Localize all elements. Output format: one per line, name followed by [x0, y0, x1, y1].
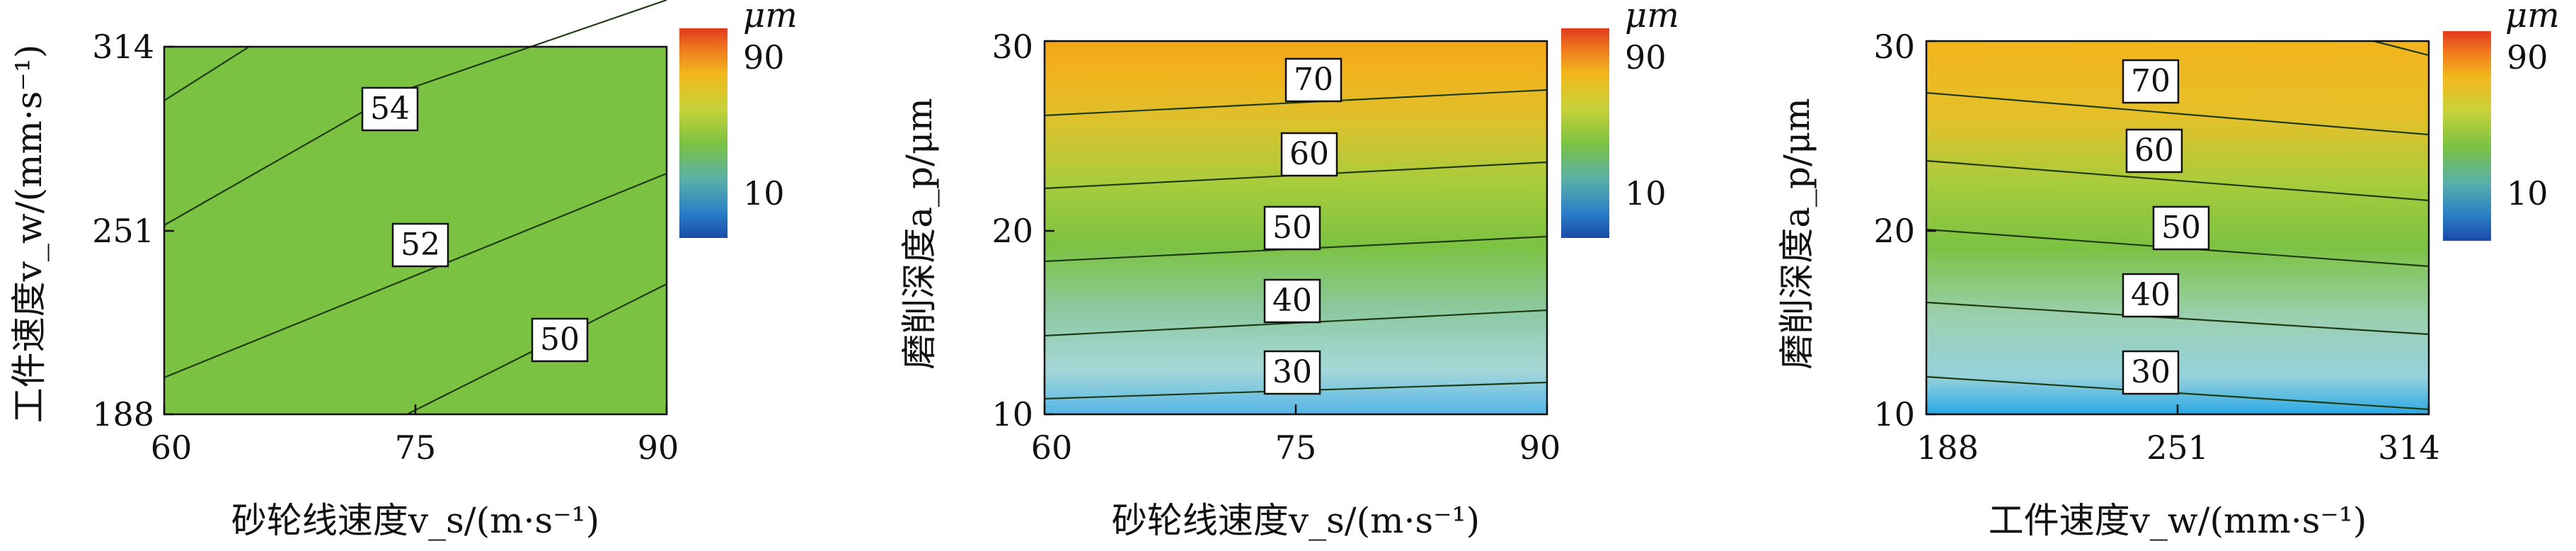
panel-2: 70 60 50 40 30 30 20 10 60 75 90 砂轮线速度v_… — [899, 0, 1679, 541]
y-tick: 188 — [92, 395, 154, 433]
y-tick: 20 — [991, 212, 1033, 250]
svg-text:40: 40 — [2131, 277, 2170, 313]
svg-text:70: 70 — [2131, 63, 2170, 99]
x-axis-title: 工件速度v_w/(mm·s⁻¹) — [1989, 500, 2367, 541]
colorbar: μm 90 10 — [2443, 0, 2560, 241]
y-tick: 10 — [1873, 395, 1915, 433]
x-tick: 75 — [1275, 428, 1317, 467]
x-tick: 314 — [2378, 428, 2440, 467]
svg-text:50: 50 — [540, 322, 580, 358]
tick-marks — [163, 45, 668, 416]
x-tick: 188 — [1916, 428, 1979, 467]
y-axis-title: 工件速度v_w/(mm·s⁻¹) — [8, 45, 50, 424]
x-tick: 60 — [1031, 428, 1073, 467]
svg-text:30: 30 — [1272, 354, 1312, 390]
colorbar-tick: 10 — [743, 174, 785, 212]
colorbar-unit: μm — [743, 0, 798, 35]
contour-label: 60 — [2125, 128, 2183, 174]
x-tick: 75 — [395, 428, 437, 467]
x-axis-title: 砂轮线速度v_s/(m·s⁻¹) — [1112, 500, 1480, 541]
y-axis-title: 磨削深度a_p/μm — [899, 98, 940, 370]
contour-label: 50 — [1263, 205, 1321, 251]
contour-label: 30 — [1263, 350, 1321, 395]
contour-label: 60 — [1280, 132, 1338, 177]
svg-text:52: 52 — [401, 227, 440, 263]
colorbar-tick: 10 — [2507, 174, 2548, 212]
x-tick: 90 — [1519, 428, 1561, 467]
tick-marks — [1043, 40, 1548, 416]
x-tick: 90 — [638, 428, 679, 467]
colorbar: μm 90 10 — [679, 0, 798, 238]
x-tick: 251 — [2146, 428, 2209, 467]
contour-label: 40 — [2122, 273, 2180, 318]
svg-text:54: 54 — [370, 91, 410, 127]
svg-text:50: 50 — [1272, 210, 1312, 246]
y-tick: 251 — [92, 212, 154, 250]
svg-text:60: 60 — [2134, 132, 2174, 169]
contour-label: 70 — [2122, 59, 2180, 104]
y-axis-title: 磨削深度a_p/μm — [1776, 98, 1817, 370]
contour-label: 50 — [531, 317, 589, 363]
contour-labels: 54 52 50 — [361, 86, 589, 363]
y-tick: 30 — [991, 28, 1033, 66]
colorbar-unit: μm — [1625, 0, 1679, 35]
y-tick: 10 — [991, 395, 1033, 433]
svg-text:60: 60 — [1289, 136, 1329, 172]
colorbar-unit: μm — [2505, 0, 2560, 35]
y-tick: 30 — [1873, 28, 1915, 66]
colorbar-tick: 90 — [743, 38, 785, 76]
colorbar-tick: 90 — [1625, 38, 1667, 76]
y-tick: 314 — [92, 28, 154, 66]
contour-label: 30 — [2122, 350, 2180, 395]
contour-label: 54 — [361, 86, 419, 132]
contour-label: 50 — [2152, 205, 2210, 251]
tick-marks — [1925, 40, 2430, 416]
x-tick: 60 — [151, 428, 192, 467]
x-axis-title: 砂轮线速度v_s/(m·s⁻¹) — [231, 500, 599, 541]
contour-labels: 70 60 50 40 30 — [2122, 59, 2210, 395]
colorbar: μm 90 10 — [1561, 0, 1679, 238]
panel-3: 70 60 50 40 30 30 20 10 188 251 314 工件速度… — [1776, 0, 2560, 541]
contour-label: 40 — [1263, 278, 1321, 324]
panel-1: 54 52 50 314 251 188 60 75 90 砂轮线速度v_s/(… — [8, 0, 798, 541]
colorbar-tick: 90 — [2507, 38, 2548, 76]
contour-label: 70 — [1284, 57, 1342, 103]
contour-label: 52 — [391, 222, 449, 268]
svg-text:40: 40 — [1272, 283, 1312, 319]
colorbar-tick: 10 — [1625, 174, 1667, 212]
svg-text:30: 30 — [2131, 354, 2170, 390]
svg-text:50: 50 — [2161, 210, 2201, 246]
contour-labels: 70 60 50 40 30 — [1263, 57, 1342, 395]
y-tick: 20 — [1873, 212, 1915, 250]
svg-text:70: 70 — [1294, 62, 1333, 98]
